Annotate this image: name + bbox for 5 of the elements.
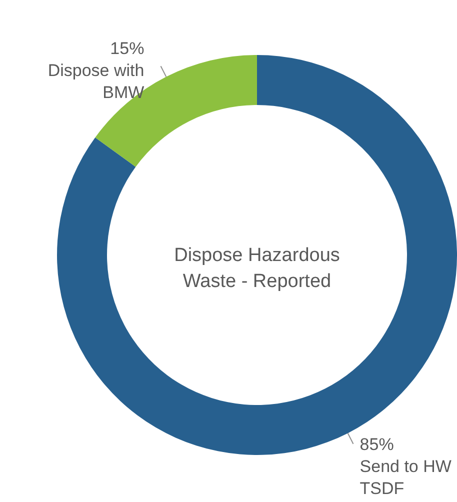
data-label: 85% xyxy=(360,434,394,454)
data-label: 15% xyxy=(110,39,144,58)
slice-label: Send to HW TSDF xyxy=(360,456,452,498)
text: Dispose Hazardous Waste - Reported xyxy=(174,245,340,292)
slice-label: Dispose with BMW xyxy=(48,61,144,102)
